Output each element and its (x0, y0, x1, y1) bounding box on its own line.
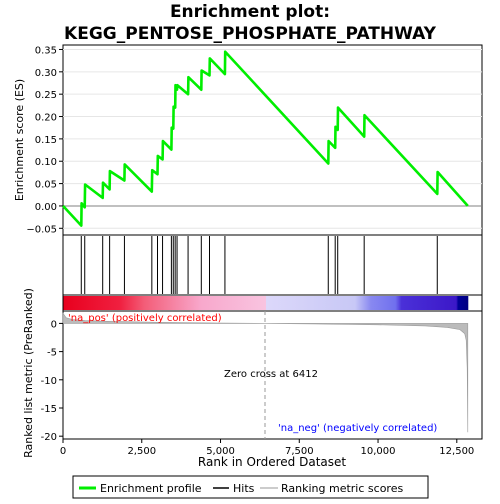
chart-title-line1: Enrichment plot: (170, 2, 330, 22)
x-tick-label: 10,000 (361, 446, 396, 457)
es-curve-layer (62, 50, 469, 227)
legend-hits-label: Hits (233, 482, 255, 495)
x-tick-label: 5,000 (206, 446, 235, 457)
es-y-tick-label: −0.05 (26, 224, 57, 235)
es-y-tick-label: 0.10 (35, 157, 57, 168)
x-tick-label: 7,500 (285, 446, 314, 457)
hits-layer (80, 236, 438, 294)
legend: Enrichment profile Hits Ranking metric s… (72, 475, 429, 499)
pos-correlated-label: 'na_pos' (positively correlated) (68, 313, 222, 324)
es-profile-line (62, 50, 469, 227)
es-grid (63, 48, 482, 229)
legend-metric-label: Ranking metric scores (281, 482, 403, 495)
es-y-tick-label: 0.25 (35, 90, 57, 101)
ranked-y-axis-title: Ranked list metric (PreRanked) (22, 288, 35, 458)
es-y-tick-label: 0.15 (35, 135, 57, 146)
ranked-y-tick-label: 0 (51, 319, 57, 330)
ranked-y-tick-label: -20 (41, 432, 57, 443)
neg-correlated-label: 'na_neg' (negatively correlated) (278, 423, 437, 434)
ranked-y-tick-label: -10 (41, 376, 57, 387)
es-y-axis: −0.05 0.00 0.05 0.10 0.15 0.20 0.25 0.30 0.35 (26, 45, 63, 235)
es-y-tick-label: 0.35 (35, 45, 57, 56)
x-axis-title: Rank in Ordered Dataset (198, 455, 346, 469)
es-panel-frame (62, 44, 483, 236)
es-y-axis-title: Enrichment score (ES) (13, 79, 26, 201)
rank-color-bar (63, 296, 469, 310)
zero-cross-label: Zero cross at 6412 (224, 369, 318, 380)
legend-box (72, 475, 429, 499)
x-tick-label: 2,500 (127, 446, 156, 457)
es-y-tick-label: 0.00 (35, 202, 57, 213)
es-y-tick-label: 0.20 (35, 113, 57, 124)
es-y-tick-label: 0.05 (35, 180, 57, 191)
legend-es-label: Enrichment profile (100, 482, 202, 495)
es-y-tick-label: 0.30 (35, 68, 57, 79)
ranked-y-tick-label: -15 (41, 404, 57, 415)
chart-title-line2: KEGG_PENTOSE_PHOSPHATE_PATHWAY (64, 24, 437, 44)
ranked-x-axis: 0 2,500 5,000 7,500 10,000 12,500 (60, 439, 474, 457)
ranked-y-tick-label: -5 (47, 348, 57, 359)
ranked-metric-panel-frame (62, 310, 483, 440)
ranking-metric-area (62, 312, 469, 433)
hits-panel-frame (62, 234, 483, 296)
ranked-y-axis: 0 -5 -10 -15 -20 (41, 319, 63, 443)
x-tick-label: 12,500 (439, 446, 474, 457)
ranked-metric-layer (62, 311, 469, 439)
x-tick-label: 0 (60, 446, 66, 457)
